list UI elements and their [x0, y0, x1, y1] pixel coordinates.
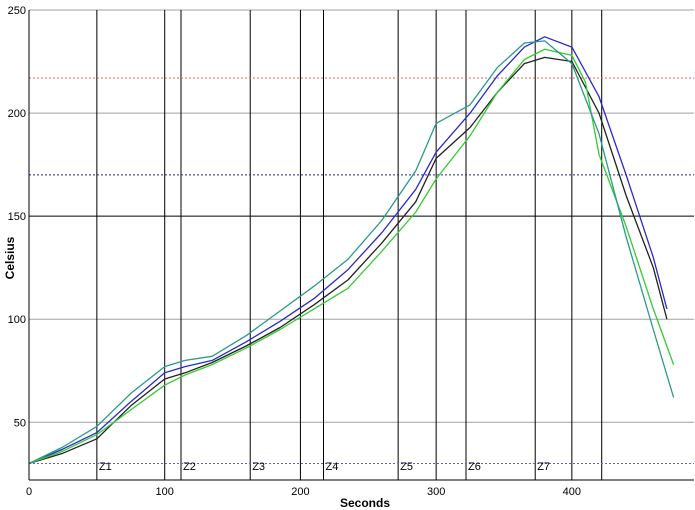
horizontal-gridlines — [29, 9, 694, 423]
zone-label-z2: Z2 — [183, 461, 196, 473]
y-tick-250: 250 — [8, 5, 26, 17]
series-line-1 — [28, 56, 668, 465]
x-tick-labels: 0 100 200 300 400 — [26, 486, 581, 498]
y-tick-100: 100 — [8, 314, 26, 326]
y-tick-labels: 50 100 150 200 250 — [8, 5, 26, 429]
zone-label-z5: Z5 — [400, 461, 413, 473]
x-tick-300: 300 — [427, 486, 445, 498]
x-tick-200: 200 — [291, 486, 309, 498]
zone-label-z7: Z7 — [537, 461, 550, 473]
series-lines — [28, 36, 675, 465]
vertical-gridlines — [96, 10, 603, 480]
x-tick-0: 0 — [26, 486, 32, 498]
x-tick-400: 400 — [563, 486, 581, 498]
zone-label-z1: Z1 — [99, 461, 112, 473]
y-tick-50: 50 — [14, 417, 26, 429]
y-tick-150: 150 — [8, 211, 26, 223]
series-line-4 — [28, 40, 675, 465]
zone-labels: Z1 Z2 Z3 Z4 Z5 Z6 Z7 — [99, 461, 550, 473]
zone-label-z3: Z3 — [252, 461, 265, 473]
zone-label-z4: Z4 — [326, 461, 339, 473]
zone-label-z6: Z6 — [468, 461, 481, 473]
plot-background — [29, 10, 694, 480]
x-axis-label: Seconds — [340, 496, 390, 510]
x-tick-100: 100 — [156, 486, 174, 498]
series-line-3 — [28, 48, 675, 465]
reference-lines — [29, 77, 694, 465]
y-axis-label: Celsius — [3, 236, 17, 279]
y-tick-200: 200 — [8, 108, 26, 120]
series-line-2 — [28, 36, 668, 465]
